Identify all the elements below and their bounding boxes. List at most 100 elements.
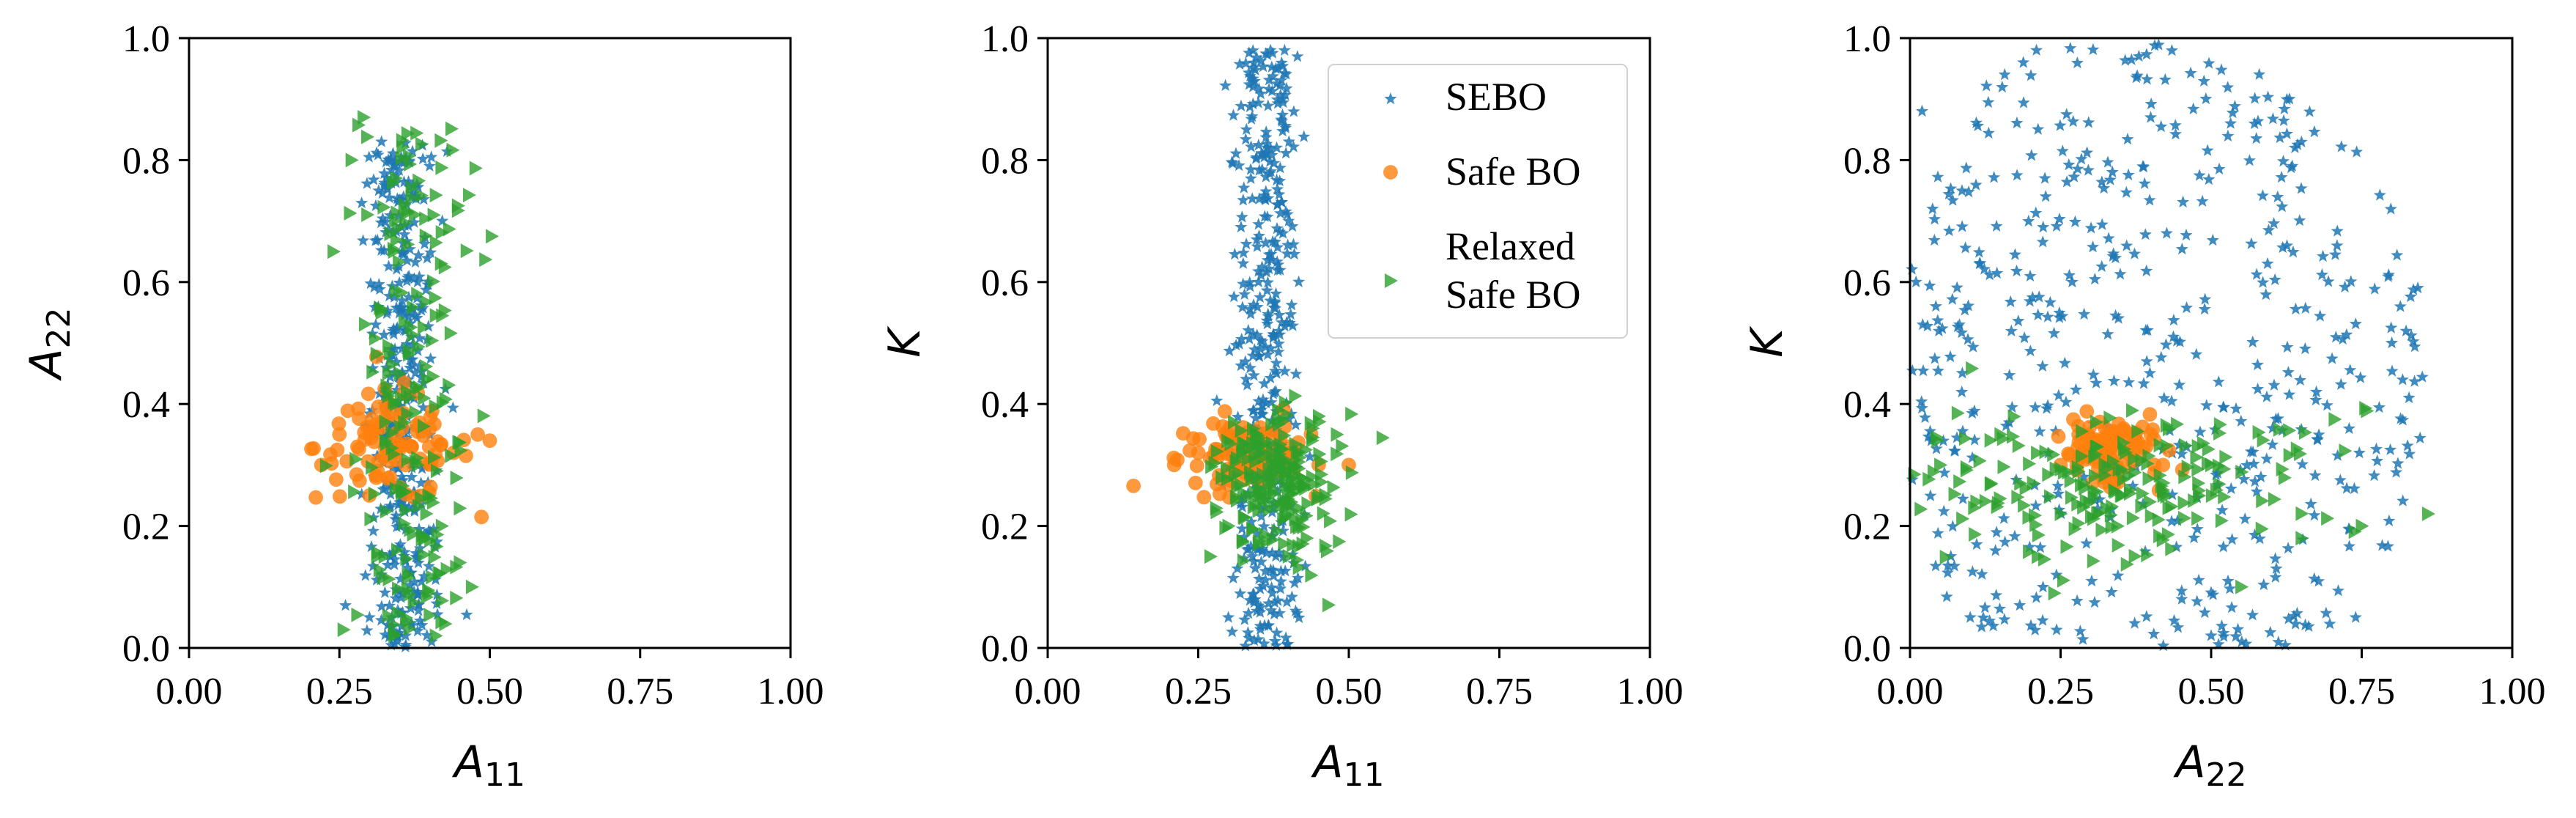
point-star bbox=[1931, 314, 1944, 326]
point-star bbox=[2148, 39, 2161, 51]
point-star bbox=[393, 163, 406, 176]
point-star bbox=[1281, 238, 1295, 251]
point-star bbox=[2048, 326, 2061, 339]
point-star bbox=[2080, 537, 2093, 549]
point-star bbox=[2253, 532, 2266, 545]
point-star bbox=[1259, 170, 1273, 183]
point-triangle-right bbox=[405, 190, 419, 205]
point-star bbox=[2036, 359, 2049, 372]
point-triangle-right bbox=[2193, 488, 2207, 504]
point-triangle-right bbox=[1305, 567, 1319, 583]
point-star bbox=[2109, 309, 2122, 321]
legend-marker-triangle-right bbox=[1385, 273, 1398, 288]
point-star bbox=[415, 575, 428, 587]
point-triangle-right bbox=[391, 205, 404, 221]
point-triangle-right bbox=[2088, 468, 2102, 484]
point-triangle-right bbox=[435, 593, 449, 608]
point-star bbox=[2198, 605, 2211, 619]
point-triangle-right bbox=[1277, 512, 1291, 527]
point-star bbox=[366, 361, 380, 374]
point-circle bbox=[360, 386, 376, 402]
point-star bbox=[2269, 570, 2282, 583]
series-relaxed-safe-bo bbox=[1204, 388, 1390, 613]
point-star bbox=[387, 327, 400, 340]
point-star bbox=[1994, 602, 2007, 614]
point-star bbox=[1962, 185, 1975, 198]
point-star bbox=[381, 304, 394, 317]
point-star bbox=[2024, 344, 2037, 357]
point-star bbox=[2004, 295, 2017, 308]
point-star bbox=[2024, 619, 2038, 631]
point-star bbox=[1288, 576, 1301, 589]
point-triangle-right bbox=[415, 136, 429, 152]
point-triangle-right bbox=[401, 452, 415, 468]
point-triangle-right bbox=[2012, 438, 2026, 453]
point-circle bbox=[371, 454, 386, 468]
point-star bbox=[1941, 566, 1954, 578]
point-star bbox=[1968, 433, 1981, 446]
point-triangle-right bbox=[1264, 485, 1278, 501]
point-star bbox=[2340, 482, 2353, 494]
point-star bbox=[1267, 569, 1280, 582]
x-tick-label: 0.75 bbox=[607, 671, 673, 712]
point-triangle-right bbox=[2255, 521, 2269, 537]
point-star bbox=[2139, 323, 2153, 336]
point-star bbox=[2095, 259, 2109, 272]
point-star bbox=[1254, 582, 1267, 594]
point-star bbox=[1242, 323, 1255, 336]
point-star bbox=[1958, 303, 1972, 316]
point-star bbox=[1235, 332, 1248, 345]
point-triangle-right bbox=[1966, 361, 1980, 376]
point-triangle-right bbox=[446, 142, 460, 158]
point-star bbox=[363, 611, 376, 623]
point-circle bbox=[2145, 422, 2161, 438]
point-star bbox=[2405, 328, 2418, 342]
point-star bbox=[2157, 639, 2170, 652]
point-star bbox=[2368, 282, 2381, 295]
point-star bbox=[2137, 377, 2150, 389]
point-star bbox=[2053, 311, 2066, 323]
point-star bbox=[1909, 275, 1922, 288]
point-star bbox=[2029, 206, 2043, 218]
point-triangle-right bbox=[382, 608, 396, 624]
point-star bbox=[1251, 633, 1265, 645]
point-triangle-right bbox=[2141, 548, 2155, 563]
point-star bbox=[1269, 550, 1282, 562]
point-triangle-right bbox=[387, 241, 401, 257]
point-triangle-right bbox=[391, 542, 404, 558]
point-triangle-right bbox=[426, 369, 440, 384]
point-star bbox=[2278, 102, 2291, 114]
point-star bbox=[391, 520, 404, 533]
point-triangle-right bbox=[412, 339, 426, 355]
point-triangle-right bbox=[1204, 549, 1218, 564]
point-star bbox=[1915, 104, 1928, 117]
point-star bbox=[391, 634, 404, 646]
point-star bbox=[2308, 572, 2321, 584]
point-triangle-right bbox=[337, 622, 351, 638]
point-star bbox=[2353, 446, 2366, 459]
point-star bbox=[1268, 596, 1281, 608]
point-star bbox=[2101, 155, 2114, 168]
point-star bbox=[2266, 112, 2279, 125]
point-star bbox=[383, 599, 396, 611]
point-circle bbox=[332, 489, 347, 504]
point-triangle-right bbox=[2202, 441, 2216, 457]
point-star bbox=[1930, 442, 1943, 454]
point-star bbox=[1955, 366, 1969, 379]
point-circle bbox=[430, 434, 445, 449]
point-triangle-right bbox=[1996, 431, 2010, 446]
point-star bbox=[419, 283, 432, 295]
point-star bbox=[1917, 364, 1930, 377]
point-triangle-right bbox=[411, 287, 425, 302]
point-star bbox=[415, 462, 429, 474]
point-star bbox=[2062, 268, 2076, 281]
point-triangle-right bbox=[319, 458, 333, 474]
point-star bbox=[1928, 233, 1941, 246]
point-star bbox=[2050, 623, 2063, 635]
point-triangle-right bbox=[358, 317, 372, 332]
point-star bbox=[1264, 142, 1277, 155]
point-triangle-right bbox=[2143, 494, 2157, 509]
point-star bbox=[2198, 302, 2211, 315]
point-star bbox=[1274, 207, 1287, 219]
point-star bbox=[1239, 133, 1252, 145]
